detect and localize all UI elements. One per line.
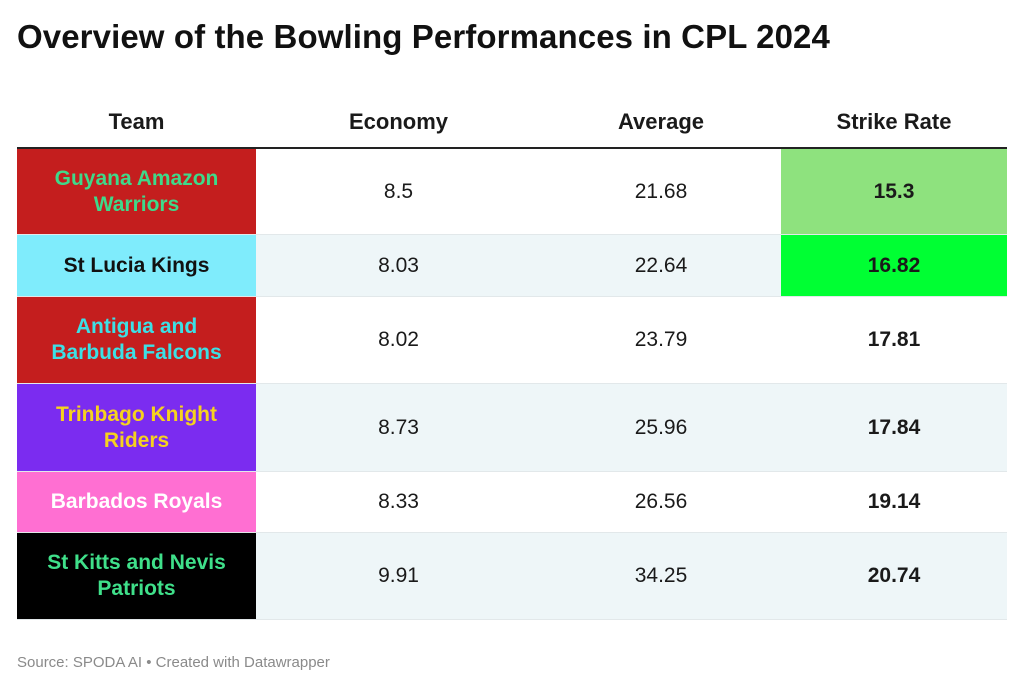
chart-title: Overview of the Bowling Performances in … [17, 18, 830, 55]
economy-cell: 8.03 [378, 253, 419, 277]
average-cell: 25.96 [634, 415, 688, 439]
table-row: St Lucia Kings 8.03 22.64 16.82 [17, 235, 1007, 297]
strike-rate-cell: 16.82 [781, 235, 1007, 296]
strike-rate-cell: 20.74 [867, 564, 921, 587]
team-cell: Antigua and Barbuda Falcons [17, 297, 256, 383]
economy-cell: 8.5 [383, 179, 414, 203]
team-cell: Guyana Amazon Warriors [17, 149, 256, 234]
strike-rate-cell: 17.84 [867, 415, 921, 439]
strike-rate-cell: 19.14 [867, 490, 921, 513]
average-cell: 22.64 [634, 253, 688, 277]
strike-rate-cell: 17.81 [867, 328, 921, 351]
team-cell: St Lucia Kings [17, 235, 256, 296]
table-header-row: Team Economy Average Strike Rate [17, 96, 1007, 149]
team-cell: St Kitts and Nevis Patriots [17, 533, 256, 619]
table-row: St Kitts and Nevis Patriots 9.91 34.25 2… [17, 533, 1007, 620]
header-team[interactable]: Team [108, 108, 165, 134]
table-row: Guyana Amazon Warriors 8.5 21.68 15.3 [17, 149, 1007, 235]
table-row: Trinbago Knight Riders 8.73 25.96 17.84 [17, 384, 1007, 472]
economy-cell: 8.73 [378, 415, 419, 439]
header-average[interactable]: Average [617, 108, 704, 134]
header-strike-rate[interactable]: Strike Rate [836, 108, 952, 134]
table-row: Barbados Royals 8.33 26.56 19.14 [17, 472, 1007, 533]
average-cell: 21.68 [634, 179, 688, 203]
source-footer: Source: SPODA AI • Created with Datawrap… [17, 654, 330, 671]
economy-cell: 8.33 [378, 490, 419, 513]
header-economy[interactable]: Economy [348, 108, 449, 134]
team-cell: Trinbago Knight Riders [17, 384, 256, 471]
team-cell: Barbados Royals [17, 472, 256, 532]
average-cell: 26.56 [634, 490, 688, 513]
average-cell: 23.79 [634, 328, 688, 351]
strike-rate-cell: 15.3 [781, 149, 1007, 234]
table-row: Antigua and Barbuda Falcons 8.02 23.79 1… [17, 297, 1007, 384]
economy-cell: 8.02 [378, 328, 419, 351]
economy-cell: 9.91 [378, 564, 419, 587]
bowling-table: Team Economy Average Strike Rate Guyana … [17, 96, 1007, 620]
average-cell: 34.25 [634, 564, 688, 587]
